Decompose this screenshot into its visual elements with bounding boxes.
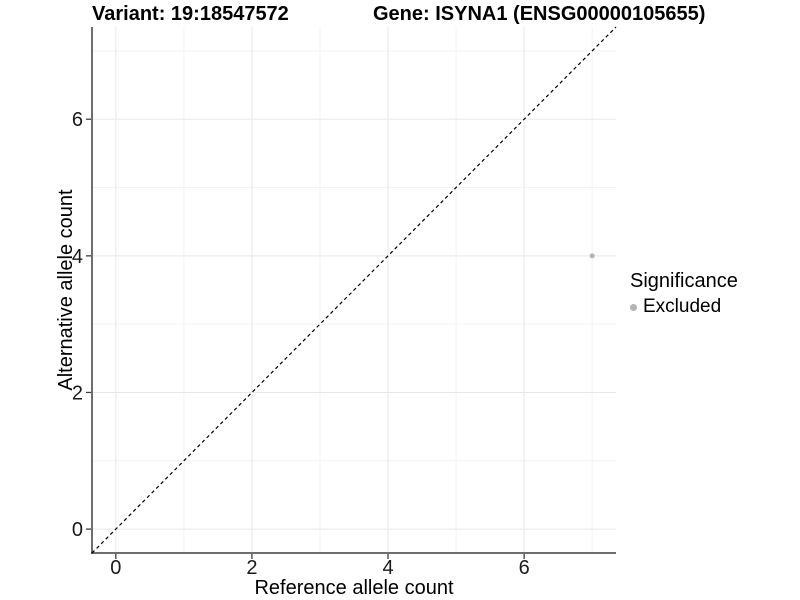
excluded-point-swatch-icon: [630, 303, 637, 311]
x-axis-title: Reference allele count: [254, 577, 454, 599]
y-axis-title: Alternative allele count: [55, 189, 77, 391]
x-tick-label: 6: [519, 557, 530, 579]
y-tick-label: 2: [72, 382, 83, 404]
data-point: [589, 253, 595, 259]
legend-item-label: Excluded: [643, 296, 722, 317]
variant-title: Variant: 19:18547572: [92, 3, 289, 25]
x-tick-label: 4: [382, 557, 393, 579]
legend-title: Significance: [630, 270, 738, 292]
identity-dashed-line: [91, 26, 617, 554]
gene-title: Gene: ISYNA1 (ENSG00000105655): [373, 3, 706, 25]
legend-item-excluded: Excluded: [630, 295, 738, 319]
legend: Significance Excluded: [630, 269, 738, 319]
x-tick-label: 2: [246, 557, 257, 579]
y-tick-label: 4: [72, 246, 83, 268]
x-tick-label: 0: [110, 557, 121, 579]
y-tick-label: 0: [72, 519, 83, 541]
y-tick-label: 6: [72, 109, 83, 131]
